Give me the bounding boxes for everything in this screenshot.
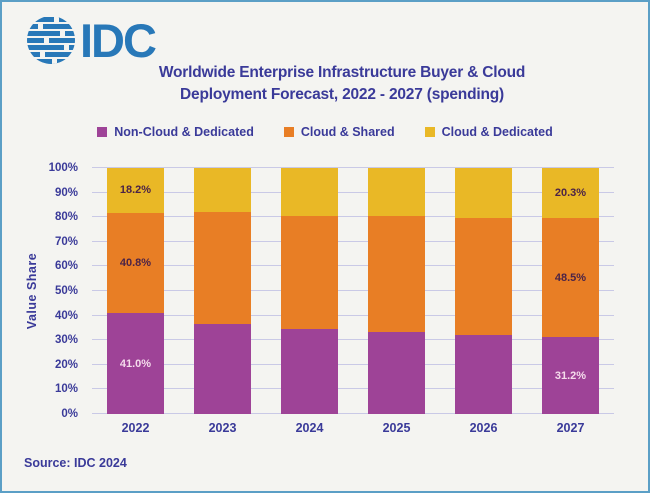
x-tick-label: 2022	[121, 421, 150, 435]
bar-slot: 31.2% 48.5% 20.3%	[527, 168, 614, 414]
gridline	[92, 290, 614, 291]
legend-item: Cloud & Shared	[283, 125, 395, 139]
y-tick-label: 50%	[54, 285, 78, 297]
bar-slot	[440, 168, 527, 414]
stacked-bar-2025	[368, 168, 425, 414]
stacked-bar-2026	[455, 168, 512, 414]
gridline	[92, 265, 614, 267]
bars-row: 41.0% 40.8% 18.2% 31.2% 48.5% 20.3%	[92, 168, 614, 414]
gridline	[92, 314, 614, 316]
legend-swatch-icon	[424, 127, 435, 137]
y-tick-label: 70%	[54, 235, 78, 248]
bar-slot	[179, 168, 266, 414]
legend-label: Non-Cloud & Dedicated	[114, 125, 254, 139]
bar-segment	[455, 168, 512, 218]
legend-swatch-icon	[283, 127, 294, 137]
chart-title: Worldwide Enterprise Infrastructure Buye…	[2, 62, 648, 106]
gridline	[92, 191, 614, 193]
y-tick-label: 60%	[54, 260, 78, 273]
bar-segment	[281, 329, 338, 414]
y-tick-label: 10%	[54, 383, 78, 396]
y-tick-label: 0%	[61, 408, 78, 420]
gridline	[92, 413, 614, 414]
y-tick-label: 40%	[54, 309, 78, 322]
x-tick-label: 2025	[382, 421, 411, 435]
gridline	[92, 388, 614, 390]
stacked-bar-2024	[281, 168, 338, 414]
bar-segment	[368, 168, 425, 217]
bar-segment-label: 20.3%	[554, 186, 587, 199]
plot-area: 41.0% 40.8% 18.2% 31.2% 48.5% 20.3%	[92, 167, 614, 414]
bar-segment	[368, 216, 425, 332]
bar-slot	[353, 168, 440, 414]
gridline	[92, 167, 614, 168]
legend-label: Cloud & Dedicated	[441, 125, 553, 139]
idc-logo: IDC	[24, 11, 174, 67]
x-tick-label: 2023	[208, 421, 237, 435]
bar-slot	[266, 168, 353, 414]
x-axis-ticks: 2022 2023 2024 2025 2026 2027	[92, 421, 614, 435]
bar-segment	[455, 217, 512, 335]
legend-item: Non-Cloud & Dedicated	[97, 125, 254, 139]
stacked-bar-2023	[194, 168, 251, 414]
gridline	[92, 339, 614, 341]
gridline	[92, 363, 614, 365]
legend-swatch-icon	[97, 127, 108, 137]
y-tick-label: 90%	[54, 186, 78, 199]
stacked-bar-2022: 41.0% 40.8% 18.2%	[107, 168, 164, 414]
bar-segment	[368, 331, 425, 414]
bar-segment	[455, 334, 512, 414]
y-axis-ticks: 0% 10% 20% 30% 40% 50% 60% 70% 80% 90% 100%	[2, 162, 86, 420]
gridline	[92, 216, 614, 218]
bar-segment	[194, 168, 251, 213]
bar-segment: 20.3%	[542, 168, 599, 218]
bar-segment	[194, 324, 251, 414]
x-tick-label: 2024	[295, 421, 324, 435]
bar-segment-label: 18.2%	[119, 184, 152, 197]
legend: Non-Cloud & Dedicated Cloud & Shared Cloud…	[2, 125, 648, 139]
x-tick-label: 2026	[469, 421, 498, 435]
legend-item: Cloud & Dedicated	[424, 125, 553, 139]
bar-segment: 48.5%	[542, 217, 599, 338]
bar-slot: 41.0% 40.8% 18.2%	[92, 168, 179, 414]
y-tick-label: 30%	[54, 334, 78, 347]
globe-icon	[27, 17, 75, 64]
bar-segment-label: 48.5%	[554, 271, 587, 284]
legend-label: Cloud & Shared	[300, 125, 395, 139]
bar-segment: 41.0%	[107, 313, 164, 414]
bar-segment-label: 31.2%	[554, 369, 587, 382]
y-tick-label: 80%	[54, 211, 78, 224]
bar-segment	[281, 215, 338, 330]
bar-segment: 18.2%	[107, 168, 164, 213]
logo-text: IDC	[80, 14, 156, 67]
bar-segment: 31.2%	[542, 337, 599, 414]
bar-segment: 40.8%	[107, 212, 164, 314]
chart-title-line1: Worldwide Enterprise Infrastructure Buye…	[158, 64, 526, 81]
source-note: Source: IDC 2024	[24, 456, 127, 470]
gridline	[92, 240, 614, 242]
y-tick-label: 20%	[54, 358, 78, 371]
x-tick-label: 2027	[556, 421, 585, 435]
chart-title-line2: Deployment Forecast, 2022 - 2027 (spendi…	[180, 86, 504, 103]
bar-segment-label: 41.0%	[119, 357, 152, 370]
bar-segment	[194, 212, 251, 325]
idc-logo-svg: IDC	[27, 14, 158, 67]
bar-segment	[281, 168, 338, 216]
stacked-bar-2027: 31.2% 48.5% 20.3%	[542, 168, 599, 414]
y-tick-label: 100%	[48, 162, 78, 174]
bar-segment-label: 40.8%	[119, 256, 152, 269]
